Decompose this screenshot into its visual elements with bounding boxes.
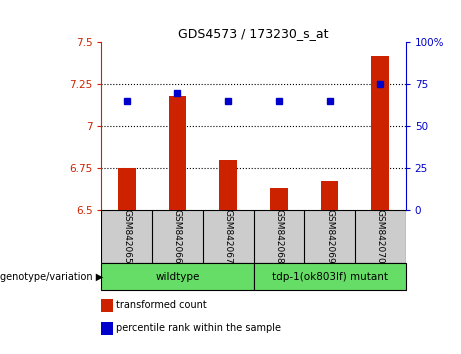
Title: GDS4573 / 173230_s_at: GDS4573 / 173230_s_at: [178, 27, 329, 40]
Bar: [321, 181, 338, 210]
Text: GSM842066: GSM842066: [173, 209, 182, 264]
Text: GSM842069: GSM842069: [325, 209, 334, 264]
Bar: [254, 263, 406, 290]
Text: tdp-1(ok803lf) mutant: tdp-1(ok803lf) mutant: [272, 272, 388, 281]
Text: transformed count: transformed count: [116, 300, 207, 310]
Bar: [101, 263, 254, 290]
Text: GSM842068: GSM842068: [274, 209, 284, 264]
Text: GSM842070: GSM842070: [376, 209, 385, 264]
Bar: [169, 96, 186, 210]
Text: GSM842067: GSM842067: [224, 209, 233, 264]
Text: wildtype: wildtype: [155, 272, 200, 281]
Text: genotype/variation ▶: genotype/variation ▶: [0, 272, 104, 281]
Bar: [219, 160, 237, 210]
Bar: [372, 56, 389, 210]
Text: GSM842065: GSM842065: [122, 209, 131, 264]
Bar: [270, 188, 288, 210]
Text: percentile rank within the sample: percentile rank within the sample: [116, 323, 281, 333]
Bar: [118, 168, 136, 210]
